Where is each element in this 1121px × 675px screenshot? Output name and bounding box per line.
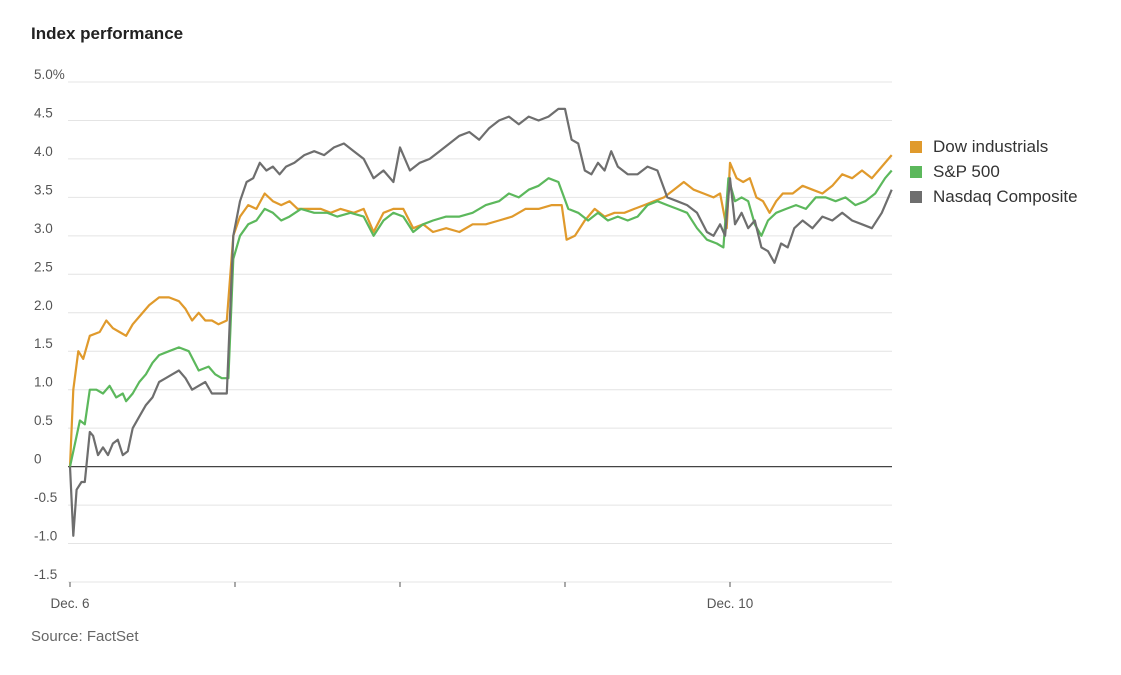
source-note: Source: FactSet [31,628,139,645]
legend-swatch-sp500 [910,165,922,178]
series-line-dow [68,154,893,467]
y-tick-label: 2.5 [34,259,53,274]
y-tick-label: 0.5 [34,413,53,428]
y-tick-label: -1.5 [34,567,57,582]
y-tick-label: 1.5 [34,336,53,351]
y-tick-label: 4.0 [34,144,53,159]
legend-label-dow: Dow industrials [933,136,1049,156]
y-tick-label: 4.5 [34,105,53,120]
x-tick-label: Dec. 6 [50,596,89,611]
legend: Dow industrials S&P 500 Nasdaq Composite [910,134,1078,209]
y-tick-label: -0.5 [34,490,57,505]
legend-item-sp500: S&P 500 [910,159,1078,184]
series-line-sp500 [68,169,893,467]
x-tick-label: Dec. 10 [707,596,754,611]
y-tick-label: 1.0 [34,375,53,390]
chart-title: Index performance [31,24,184,43]
y-tick-label: 3.0 [34,221,53,236]
legend-swatch-nasdaq [910,190,922,203]
gridlines [68,81,892,583]
y-tick-label: 3.5 [34,182,53,197]
legend-label-nasdaq: Nasdaq Composite [933,186,1078,206]
y-tick-label: 0 [34,452,42,467]
legend-item-dow: Dow industrials [910,134,1078,159]
y-tick-label: 5.0% [34,67,65,82]
legend-swatch-dow [910,140,922,153]
legend-label-sp500: S&P 500 [933,161,1000,181]
series-line-nasdaq [68,107,893,537]
x-axis-ticks: Dec. 6 Dec. 10 [50,582,753,611]
y-tick-label: 2.0 [34,298,53,313]
series-lines [68,107,893,537]
y-axis-tick-labels: 5.0% 4.5 4.0 3.5 3.0 2.5 2.0 1.5 1.0 0.5 0 -0.5 -1.0… [34,67,65,582]
y-tick-label: -1.0 [34,529,57,544]
legend-item-nasdaq: Nasdaq Composite [910,184,1078,209]
